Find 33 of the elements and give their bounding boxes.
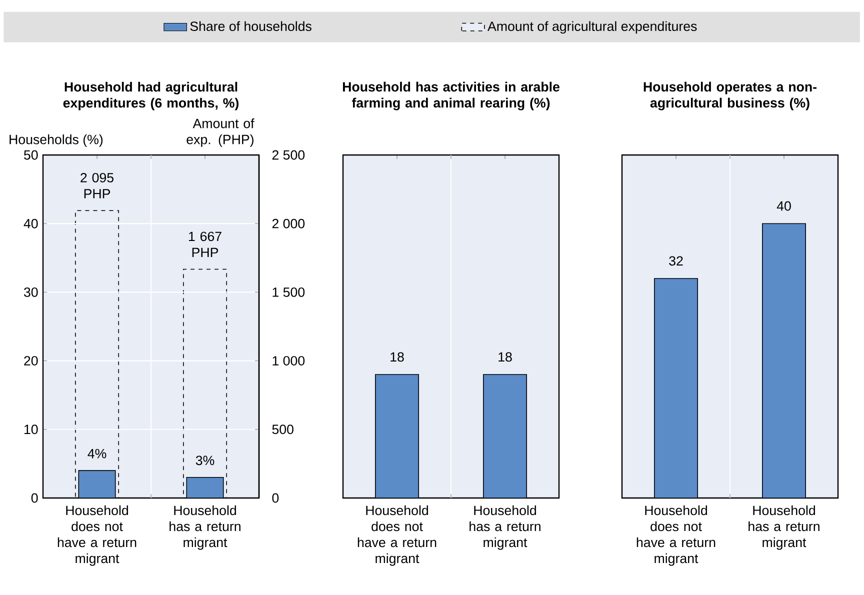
data-label: 32: [669, 256, 683, 266]
x-tick-label: Household does not have a return migrant: [636, 505, 716, 566]
y-tick-label: 0: [31, 493, 38, 503]
data-label: 3%: [196, 456, 214, 466]
chart-title: Household had agricultural expenditures (6 months, %): [63, 82, 238, 110]
y-tick-label: 20: [24, 356, 38, 366]
y-axis-title: Households (%): [10, 134, 103, 147]
y2-tick-label: 2 000: [272, 218, 305, 228]
y-tick-label: 30: [24, 287, 38, 297]
data-label: 18: [390, 352, 404, 362]
y-tick-label: 50: [24, 150, 38, 160]
x-tick-label: Household has a return migrant: [470, 505, 540, 550]
data-label: 4%: [88, 448, 106, 458]
x-tick-label: Household does not have a return migrant: [358, 505, 436, 566]
legend-label: Share of households: [190, 21, 312, 32]
data-label: 40: [776, 201, 791, 211]
x-tick-label: Household has a return migrant: [170, 505, 240, 550]
x-tick-label: Household has a return migrant: [748, 505, 820, 550]
y2-axis-title: Amount of exp. (PHP): [186, 118, 254, 147]
y2-tick-label: 1 000: [272, 356, 305, 366]
legend-label: Amount of agricultural expenditures: [488, 21, 697, 34]
y2-tick-label: 0: [272, 493, 279, 503]
y2-tick-label: 2 500: [272, 150, 305, 160]
data-label: 18: [498, 352, 512, 362]
chart-title: Household operates a non-agricultural business (%): [644, 82, 817, 110]
y-tick-label: 40: [24, 218, 38, 228]
x-tick-label: Household does not have a return migrant: [58, 505, 136, 566]
y-tick-label: 10: [24, 424, 38, 434]
y2-tick-label: 1 500: [272, 287, 305, 297]
data-label: 2 095 PHP: [80, 172, 114, 198]
data-label: 1 667 PHP: [188, 232, 222, 258]
y2-tick-label: 500: [272, 424, 294, 434]
chart-title: Household has activities in arable farming and animal rearing (%): [342, 82, 560, 110]
